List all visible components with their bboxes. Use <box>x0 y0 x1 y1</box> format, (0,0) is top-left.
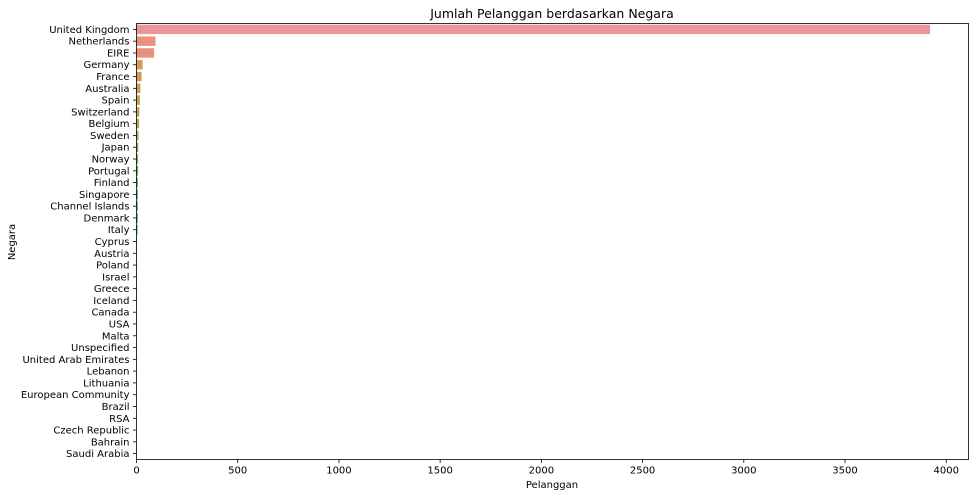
x-tick-label: 2500 <box>630 466 655 477</box>
y-tick-label: Brazil <box>102 402 130 413</box>
y-tick-label: Singapore <box>79 190 129 201</box>
bar-eire <box>137 48 155 57</box>
y-tick-label: Finland <box>94 178 130 189</box>
bar-spain <box>137 95 140 104</box>
x-tick-label: 500 <box>228 466 247 477</box>
y-tick-label: RSA <box>109 414 129 425</box>
y-tick-label: Cyprus <box>95 237 130 248</box>
y-tick-label: Sweden <box>90 131 130 142</box>
y-tick-label: Poland <box>96 261 129 272</box>
chart-title: Jumlah Pelanggan berdasarkan Negara <box>429 6 674 21</box>
y-tick-label: Bahrain <box>91 437 130 448</box>
y-tick-label: Germany <box>84 60 130 71</box>
x-tick-label: 1500 <box>427 466 452 477</box>
y-tick-label: Unspecified <box>71 343 129 354</box>
y-tick-label: Greece <box>94 284 130 295</box>
y-tick-label: Iceland <box>93 296 129 307</box>
bar-australia <box>137 84 141 93</box>
y-tick-label: Malta <box>102 331 130 342</box>
bar-switzerland <box>137 107 140 116</box>
y-tick-label: France <box>96 72 129 83</box>
y-tick-label: Lebanon <box>87 367 130 378</box>
y-tick-label: Netherlands <box>69 37 130 48</box>
y-tick-label: United Kingdom <box>49 25 129 36</box>
y-tick-label: Czech Republic <box>53 426 129 437</box>
bar-netherlands <box>137 36 156 45</box>
y-tick-label: Norway <box>92 155 130 166</box>
y-tick-label: USA <box>109 319 130 330</box>
y-axis-label: Negara <box>7 224 18 260</box>
x-axis-label: Pelanggan <box>526 480 578 491</box>
y-tick-label: Denmark <box>84 213 130 224</box>
y-tick-label: Channel Islands <box>50 202 129 213</box>
y-tick-label: Switzerland <box>71 107 129 118</box>
x-tick-label: 4000 <box>934 466 959 477</box>
y-tick-label: Austria <box>94 249 129 260</box>
y-tick-label: EIRE <box>107 48 130 59</box>
y-tick-label: Spain <box>102 96 130 107</box>
x-tick-label: 3500 <box>832 466 857 477</box>
x-tick-label: 0 <box>133 466 139 477</box>
bar-france <box>137 72 142 81</box>
y-tick-label: Canada <box>91 308 129 319</box>
y-tick-label: Lithuania <box>83 378 129 389</box>
y-tick-label: United Arab Emirates <box>22 355 129 366</box>
x-tick-label: 2000 <box>529 466 554 477</box>
y-tick-label: European Community <box>21 390 130 401</box>
y-tick-label: Italy <box>108 225 130 236</box>
x-tick-label: 3000 <box>731 466 756 477</box>
y-tick-label: Japan <box>101 143 130 154</box>
x-tick-label: 1000 <box>326 466 351 477</box>
y-tick-label: Australia <box>85 84 129 95</box>
y-tick-label: Israel <box>102 272 129 283</box>
bar-united-kingdom <box>137 25 931 34</box>
y-tick-label: Portugal <box>88 166 129 177</box>
y-tick-label: Belgium <box>89 119 130 130</box>
y-tick-label: Saudi Arabia <box>66 449 129 460</box>
bar-germany <box>137 60 143 69</box>
